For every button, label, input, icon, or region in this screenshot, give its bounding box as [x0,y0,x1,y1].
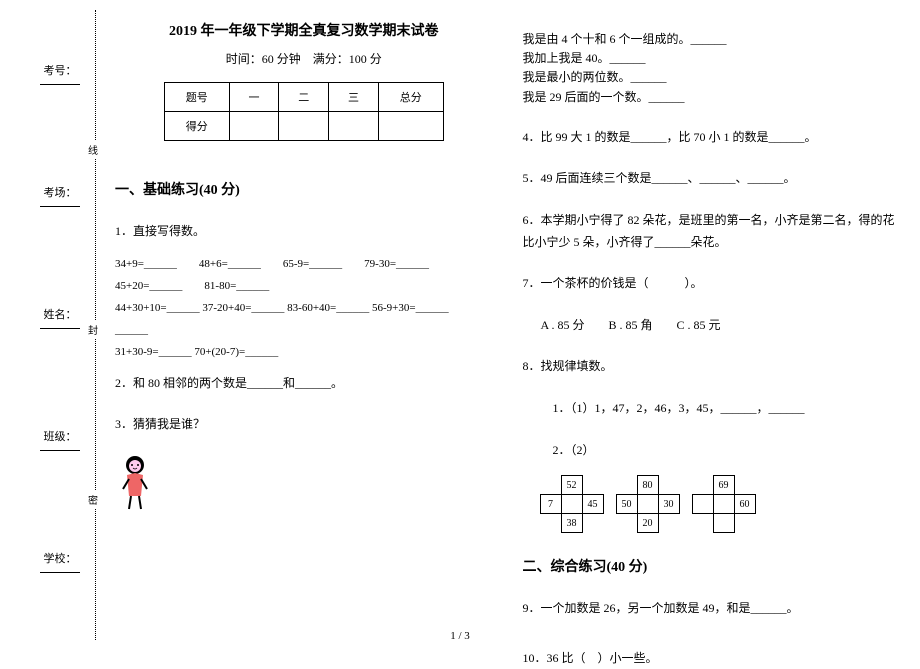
calc-row: 44+30+10=______ 37-20+40=______ 83-60+40… [115,297,493,319]
question-8-sub1: 1．（1）1，47，2，46，3，45，______，______ [523,398,901,420]
riddle-block: 我是由 4 个十和 6 个一组成的。______ 我加上我是 40。______… [523,30,901,107]
binding-sidebar: 考号： 考场： 姓名： 班级： 学校： [30,0,90,650]
question-7: 7．一个茶杯的价钱是（ ）。 [523,273,901,295]
question-6: 6．本学期小宁得了 82 朵花，是班里的第一名，小齐是第二名，得的花比小宁少 5… [523,210,901,253]
question-10: 10．36 比（ ）小一些。 [523,648,901,669]
question-7-options: A . 85 分 B . 85 角 C . 85 元 [523,315,901,337]
cross-shape-2: 80 5030 20 [617,476,680,533]
section-1-title: 一、基础练习(40 分) [115,179,493,199]
seal-text-1: 线 [88,140,98,159]
question-9: 9．一个加数是 26，另一个加数是 49，和是______。 [523,598,901,620]
cross-shape-1: 52 745 38 [541,476,604,533]
seal-text-3: 密 [88,490,98,509]
exam-subtitle: 时间：60 分钟 满分：100 分 [115,50,493,67]
question-3: 3．猜猜我是谁？ [115,414,493,436]
section-2-title: 二、综合练习(40 分) [523,556,901,576]
question-1: 1．直接写得数。 [115,221,493,243]
girl-icon [115,451,155,511]
page-content: 2019 年一年级下学期全真复习数学期末试卷 时间：60 分钟 满分：100 分… [115,20,900,630]
exam-title: 2019 年一年级下学期全真复习数学期末试卷 [115,20,493,40]
question-2: 2．和 80 相邻的两个数是______和______。 [115,373,493,395]
left-column: 2019 年一年级下学期全真复习数学期末试卷 时间：60 分钟 满分：100 分… [115,20,493,630]
cross-shape-3: 69 60 [693,476,756,533]
question-4: 4．比 99 大 1 的数是______，比 70 小 1 的数是______。 [523,127,901,149]
calc-row: 34+9=______ 48+6=______ 65-9=______ 79-3… [115,253,493,275]
cross-shapes-container: 52 745 38 80 5030 20 69 60 [523,471,901,538]
page-number: 1 / 3 [450,630,470,642]
question-8: 8．找规律填数。 [523,356,901,378]
sidebar-field-class: 班级： [40,428,80,467]
score-table: 题号 一 二 三 总分 得分 [164,82,444,141]
question-8-sub2: 2．（2） [523,440,901,462]
calc-row: ______ [115,319,493,341]
sidebar-field-school: 学校： [40,550,80,589]
seal-text-2: 封 [88,320,98,339]
right-column: 我是由 4 个十和 6 个一组成的。______ 我加上我是 40。______… [523,20,901,630]
calc-row: 31+30-9=______ 70+(20-7)=______ [115,341,493,363]
sidebar-field-name: 姓名： [40,306,80,345]
sidebar-field-room: 考场： [40,184,80,223]
table-row: 题号 一 二 三 总分 [164,83,443,112]
question-5: 5．49 后面连续三个数是______、______、______。 [523,168,901,190]
table-row: 得分 [164,112,443,141]
calc-row: 45+20=______ 81-80=______ [115,275,493,297]
sidebar-field-exam-id: 考号： [40,62,80,101]
